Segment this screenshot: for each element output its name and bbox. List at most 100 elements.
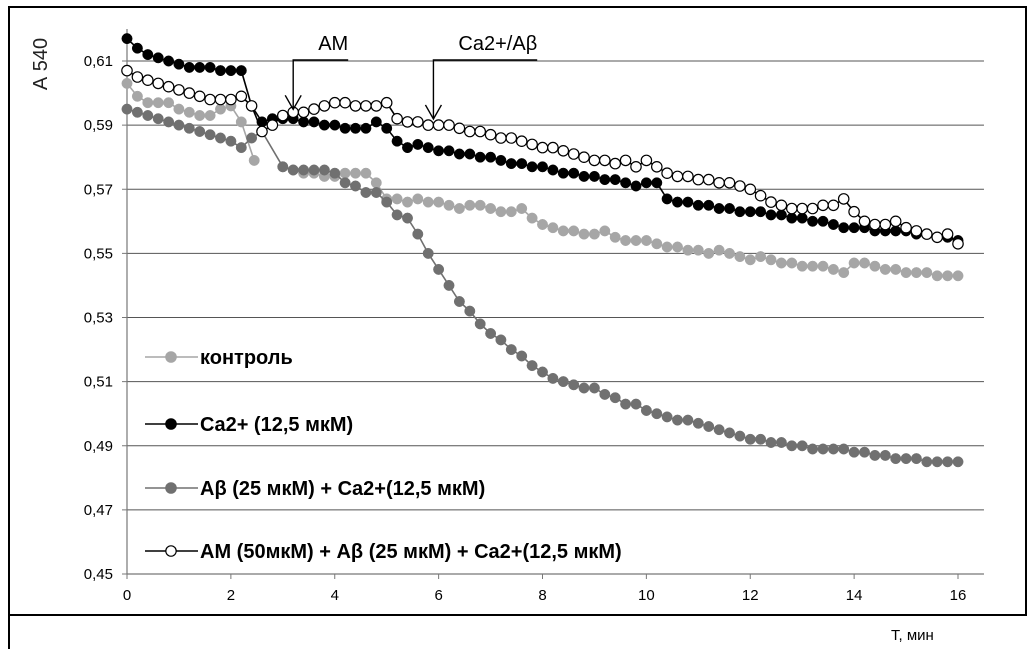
series-3-point-42 [557, 145, 570, 157]
series-2-point-7 [194, 126, 206, 137]
series-3-point-46 [598, 154, 611, 167]
series-3-point-76 [910, 225, 923, 237]
series-1-point-47 [609, 174, 621, 186]
series-3 [121, 64, 964, 250]
series-1-point-19 [318, 119, 330, 131]
series-3-point-6 [183, 87, 196, 99]
legend-label-3: АМ (50мкМ) + Aβ (25 мкМ) + Ca2+(12,5 мкМ… [200, 541, 622, 563]
series-1-point-25 [381, 122, 393, 134]
y-tick-label-4: 0,53 [84, 310, 113, 327]
series-2-point-30 [443, 279, 455, 291]
x-tick-label-4: 8 [538, 587, 546, 604]
series-2-point-15 [287, 164, 299, 176]
series-2-point-38 [526, 360, 538, 372]
annotations: АМ Ca2+/Aβ [284, 33, 538, 121]
series-3-point-30 [432, 119, 445, 131]
series-3-point-27 [401, 116, 414, 128]
series-1-point-0 [121, 33, 133, 45]
series-2-point-67 [827, 443, 839, 455]
series-3-point-45 [588, 154, 601, 167]
annotation-label-1: Ca2+/Aβ [458, 33, 537, 55]
series-0-point-66 [827, 263, 839, 275]
series-0-point-24 [391, 193, 403, 205]
series-1-point-56 [703, 199, 715, 211]
series-0-point-11 [235, 116, 247, 128]
series-1-point-24 [370, 116, 382, 128]
series-1-point-58 [724, 203, 735, 214]
series-0-point-76 [931, 270, 943, 282]
series-0-point-58 [744, 254, 756, 266]
series-0-point-73 [900, 267, 912, 279]
series-0-point-57 [734, 251, 746, 263]
y-tick-label-5: 0,55 [84, 245, 113, 262]
series-0-point-27 [422, 196, 434, 208]
annotation-0: АМ [284, 33, 349, 111]
series-3-point-14 [266, 119, 279, 131]
series-2-point-69 [848, 446, 860, 458]
x-axis-title: Т, мин [891, 627, 934, 644]
series-3-point-12 [245, 100, 258, 112]
series-3-point-36 [495, 132, 507, 144]
series-2-point-32 [464, 305, 476, 317]
series-3-point-69 [837, 193, 850, 205]
x-tick-label-6: 12 [742, 587, 759, 604]
series-3-point-70 [848, 205, 860, 218]
series-2-point-50 [651, 408, 663, 420]
x-tick-label-0: 0 [123, 587, 131, 604]
series-2-point-47 [620, 398, 632, 410]
series-3-point-75 [900, 221, 912, 234]
series-1-point-43 [568, 167, 580, 179]
series-0-point-42 [578, 228, 590, 240]
series-1-point-4 [163, 55, 175, 67]
series-0-point-54 [703, 247, 715, 259]
series-2-point-1 [131, 106, 143, 118]
series-1-point-20 [329, 119, 341, 131]
series-3-point-80 [952, 238, 964, 250]
series-2-point-75 [910, 453, 922, 465]
series-3-point-17 [297, 106, 310, 119]
series-0-point-50 [661, 241, 673, 253]
series-2-point-42 [568, 379, 580, 391]
x-tick-label-8: 16 [950, 587, 967, 604]
series-1-point-74 [890, 225, 902, 237]
series-2-point-68 [838, 443, 850, 455]
series-0-point-34 [495, 206, 507, 218]
y-tick-label-0: 0,45 [84, 566, 113, 583]
series-0-point-61 [775, 257, 787, 269]
series-3-point-38 [515, 135, 528, 147]
series-3-point-78 [931, 231, 943, 244]
y-tick-label-6: 0,57 [84, 181, 113, 198]
series-2-point-33 [474, 318, 486, 330]
series-1-point-35 [485, 151, 497, 163]
series-0-point-30 [453, 203, 465, 214]
series-3-point-67 [817, 199, 829, 212]
series-1-point-42 [557, 167, 569, 179]
series-3-point-57 [713, 177, 725, 189]
series-3-point-34 [474, 125, 486, 138]
series-1-point-67 [817, 215, 829, 227]
series-2-point-51 [661, 411, 673, 423]
series-2-point-48 [630, 398, 642, 410]
series-1-point-6 [183, 61, 195, 73]
series-3-point-5 [173, 84, 185, 96]
series-3-point-66 [806, 202, 819, 215]
series-3-point-55 [692, 173, 705, 186]
series-1-point-39 [526, 161, 538, 173]
series-3-point-37 [505, 132, 518, 144]
series-1-point-55 [692, 199, 704, 211]
series-2-point-44 [588, 382, 600, 394]
series-1-point-54 [682, 196, 694, 208]
series-2-point-29 [433, 263, 445, 275]
series-1-point-28 [412, 138, 424, 150]
series-3-point-72 [869, 218, 881, 231]
series-0-point-39 [547, 222, 559, 234]
series-1-point-3 [152, 52, 164, 64]
series-0-point-31 [464, 199, 476, 211]
series-2-point-21 [350, 180, 361, 192]
series-3-point-7 [193, 90, 206, 103]
series-3-point-15 [276, 109, 289, 122]
series-3-point-25 [380, 96, 393, 109]
x-tick-label-5: 10 [638, 587, 655, 604]
series-1-point-63 [775, 209, 787, 221]
